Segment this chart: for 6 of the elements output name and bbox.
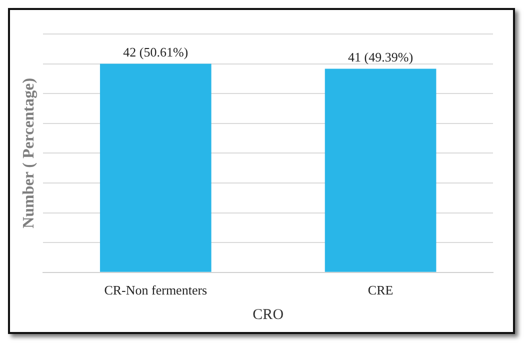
x-tick-label: CR-Non fermenters: [104, 282, 208, 298]
x-axis-title: CRO: [252, 306, 284, 323]
data-label: 41 (49.39%): [348, 50, 414, 65]
x-tick-label: CRE: [368, 282, 394, 298]
y-axis-title: Number ( Percentage): [20, 78, 38, 228]
data-label: 42 (50.61%): [123, 44, 188, 60]
